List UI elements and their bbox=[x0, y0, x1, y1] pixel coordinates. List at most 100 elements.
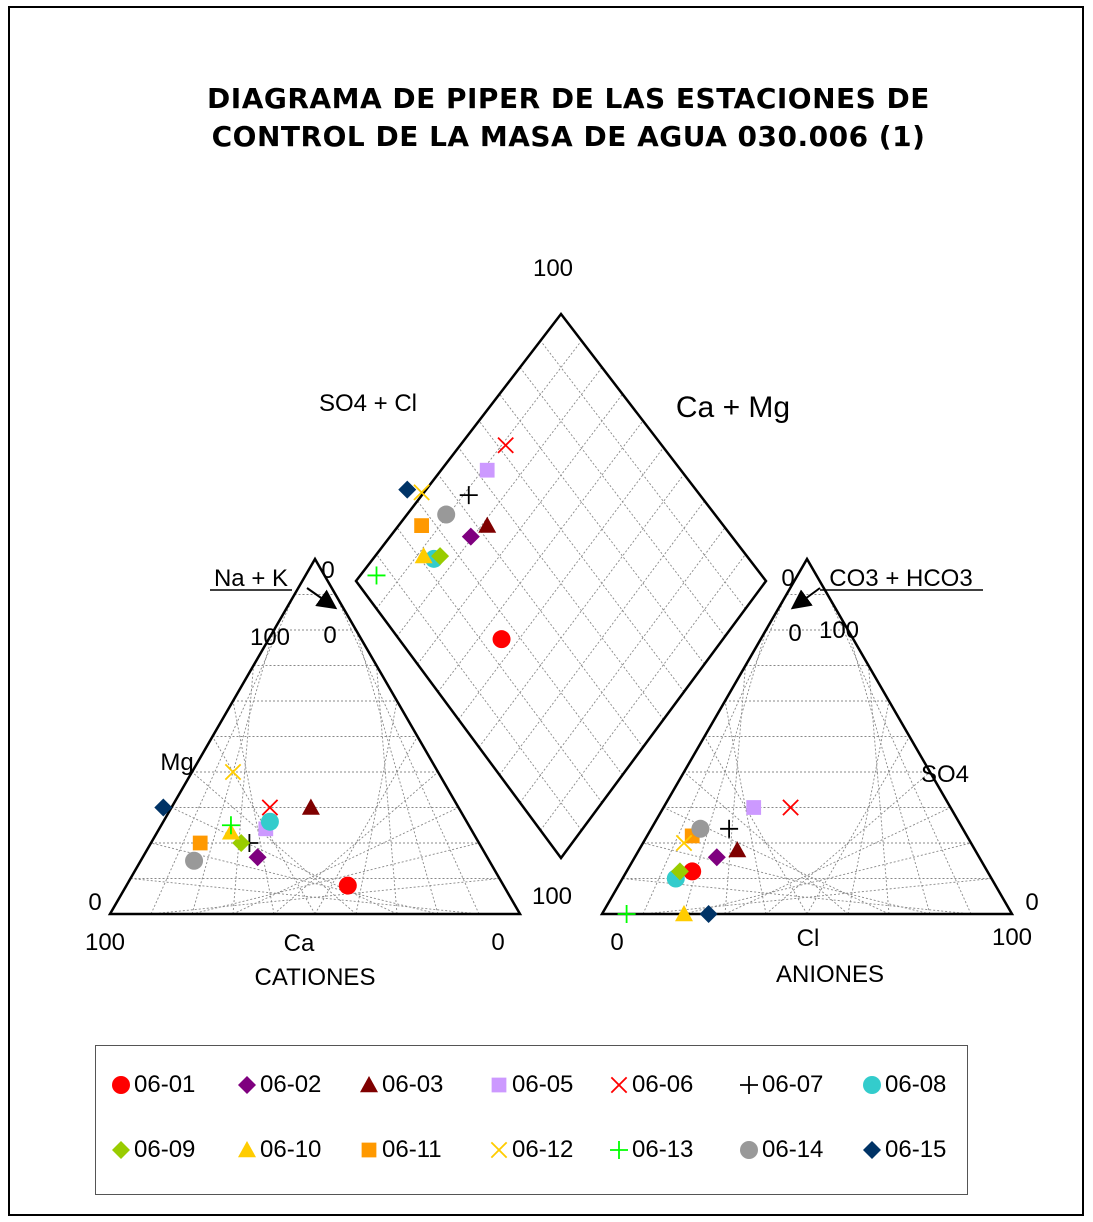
legend-marker bbox=[610, 1076, 628, 1094]
diamond-point-06-10 bbox=[414, 547, 433, 564]
grid-line bbox=[232, 700, 275, 915]
legend-label: 06-05 bbox=[512, 1071, 574, 1098]
cation-top-right-value: 0 bbox=[323, 622, 336, 649]
series-06-12 bbox=[224, 484, 693, 852]
legend-marker-06-13 bbox=[610, 1141, 628, 1159]
grid-line bbox=[150, 842, 439, 915]
grid-line bbox=[540, 340, 746, 609]
grid-line bbox=[191, 842, 480, 915]
cation-point-06-02 bbox=[248, 848, 267, 867]
anion-point-06-14 bbox=[691, 819, 710, 838]
grid-line bbox=[458, 447, 664, 720]
grid-line bbox=[171, 807, 398, 915]
diamond-point-06-11 bbox=[414, 518, 429, 533]
legend-label: 06-14 bbox=[762, 1136, 824, 1163]
axis-arrows bbox=[210, 587, 983, 610]
grid-line bbox=[191, 629, 275, 915]
legend-marker bbox=[490, 1141, 508, 1159]
legend-label: 06-06 bbox=[632, 1071, 694, 1098]
anion-point-06-06 bbox=[782, 799, 799, 816]
legend-item: 06-11 bbox=[356, 1133, 442, 1167]
legend-item: 06-07 bbox=[736, 1068, 823, 1102]
grid-line bbox=[478, 473, 685, 748]
plot-outlines bbox=[107, 311, 1015, 916]
legend-marker bbox=[238, 1141, 256, 1158]
grid-line bbox=[232, 665, 254, 915]
series-06-15 bbox=[154, 480, 718, 923]
legend-marker-06-01 bbox=[112, 1076, 130, 1094]
legend-item: 06-12 bbox=[486, 1133, 573, 1167]
anion-pointer-arrow bbox=[790, 587, 821, 610]
grid-line bbox=[499, 393, 705, 665]
legend-marker-06-06 bbox=[610, 1076, 628, 1094]
chart-title-line-2: CONTROL DE LA MASA DE AGUA 030.006 (1) bbox=[211, 120, 926, 153]
legend-marker bbox=[610, 1141, 628, 1159]
cation-point-06-14 bbox=[185, 851, 204, 870]
anion-point-06-03 bbox=[728, 841, 747, 858]
diamond-top-value: 100 bbox=[533, 255, 573, 282]
anion-bottom-right-value: 100 bbox=[992, 924, 1032, 951]
legend-marker-06-14 bbox=[740, 1141, 758, 1159]
legend-item: 06-06 bbox=[606, 1068, 693, 1102]
legend-marker-06-07 bbox=[740, 1076, 758, 1094]
grid-line bbox=[376, 340, 582, 609]
legend-label: 06-09 bbox=[134, 1136, 196, 1163]
cation-bottom-left-value: 100 bbox=[85, 929, 125, 956]
legend-marker-06-10 bbox=[238, 1141, 256, 1158]
diamond-point-06-06 bbox=[497, 436, 514, 454]
cation-left-zero: 0 bbox=[88, 889, 101, 916]
grid-line bbox=[437, 473, 644, 748]
cation-pointer-arrow bbox=[306, 587, 338, 610]
legend-label: 06-03 bbox=[382, 1071, 444, 1098]
grid-line bbox=[499, 500, 705, 776]
series-06-05 bbox=[258, 462, 762, 837]
anion-cl-axis-label: Cl bbox=[797, 925, 820, 952]
series-06-01 bbox=[338, 630, 702, 895]
series-06-06 bbox=[261, 436, 799, 816]
legend: 06-01 06-02 06-03 06-05 06-06 06-07 06-08 06-09… bbox=[95, 1045, 968, 1195]
series-06-02 bbox=[248, 527, 726, 867]
anion-point-06-15 bbox=[699, 905, 718, 923]
grid-line bbox=[724, 665, 746, 915]
legend-marker-06-11 bbox=[361, 1142, 377, 1158]
grid-line bbox=[724, 700, 767, 915]
grid-line bbox=[355, 629, 439, 915]
legend-marker bbox=[112, 1076, 130, 1094]
series-06-03 bbox=[301, 516, 747, 858]
legend-item: 06-05 bbox=[486, 1068, 573, 1102]
legend-marker-06-02 bbox=[238, 1076, 256, 1094]
grid-line bbox=[847, 700, 890, 915]
cation-diagram-title: CATIONES bbox=[255, 964, 376, 991]
anion-point-06-05 bbox=[746, 800, 762, 815]
legend-label: 06-13 bbox=[632, 1136, 694, 1163]
diamond-point-06-07 bbox=[459, 486, 478, 505]
legend-marker bbox=[863, 1141, 881, 1159]
grid-line bbox=[437, 420, 644, 693]
anion-point-06-02 bbox=[707, 848, 726, 867]
diamond-right-zero: 0 bbox=[781, 565, 794, 592]
grid-line bbox=[519, 527, 726, 803]
diamond-point-06-09 bbox=[431, 547, 450, 566]
series-06-07 bbox=[240, 486, 739, 852]
chart-title-line-1: DIAGRAMA DE PIPER DE LAS ESTACIONES DE bbox=[207, 82, 930, 115]
anion-point-06-09 bbox=[670, 862, 689, 881]
cation-point-06-13 bbox=[221, 816, 240, 835]
anion-pointer-label: CO3 + HCO3 bbox=[829, 565, 972, 592]
legend-item: 06-02 bbox=[234, 1068, 321, 1102]
cation-mg-axis-label: Mg bbox=[160, 749, 193, 776]
cation-point-06-03 bbox=[301, 798, 320, 815]
grid-line bbox=[417, 393, 623, 665]
legend-label: 06-15 bbox=[885, 1136, 947, 1163]
anion-point-06-07 bbox=[720, 819, 739, 838]
legend-label: 06-08 bbox=[885, 1071, 947, 1098]
axis-labels: 100 SO4 + Cl Ca + Mg 0 0 Na + K CO3 + HC… bbox=[85, 255, 1039, 991]
grid-line bbox=[478, 420, 685, 693]
legend-item: 06-08 bbox=[859, 1068, 946, 1102]
anion-point-06-12 bbox=[675, 834, 693, 852]
grid-line bbox=[642, 842, 931, 915]
anion-bottom-left-value: 0 bbox=[610, 929, 623, 956]
cation-right-100: 100 bbox=[532, 883, 572, 910]
legend-marker bbox=[863, 1076, 881, 1094]
diamond-left-zero: 0 bbox=[321, 557, 334, 584]
series-06-14 bbox=[185, 505, 710, 870]
